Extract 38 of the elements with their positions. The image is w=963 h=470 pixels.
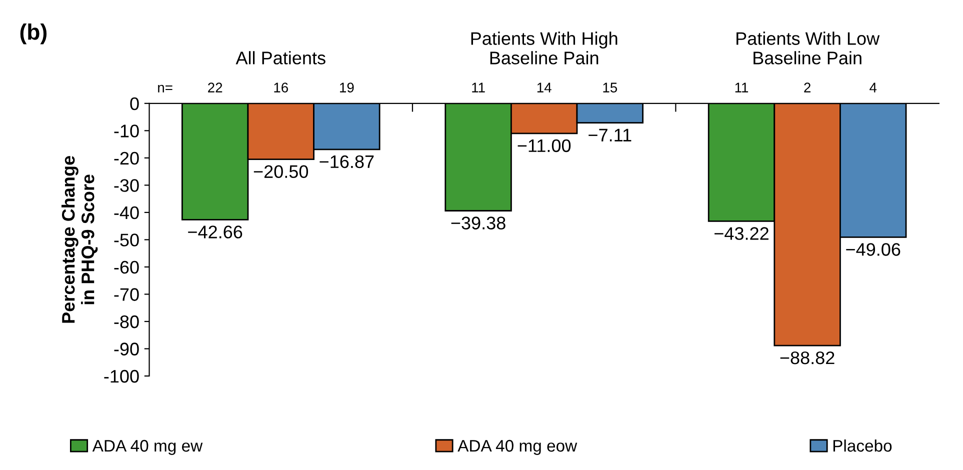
chart-title: (b)	[20, 24, 47, 44]
text: 16	[274, 82, 288, 92]
text: 2	[804, 82, 810, 92]
text: 22	[208, 82, 222, 92]
x-tick-label: All Patients	[236, 51, 326, 64]
text: 4	[870, 82, 877, 92]
y-tick-label: -60	[114, 260, 139, 274]
text: 11	[735, 82, 748, 92]
y-tick-label: -30	[114, 179, 139, 192]
text: 11	[472, 82, 485, 92]
text: n=	[158, 84, 172, 92]
y-tick-label: -50	[114, 234, 139, 246]
text: 19	[340, 82, 354, 92]
y-tick-label: -80	[114, 315, 139, 328]
y-axis-title: Percentage Change in PHQ-9 Score	[61, 156, 98, 323]
data-label: −11.00	[518, 139, 571, 152]
text: 15	[603, 82, 618, 92]
data-label: −49.06	[846, 243, 900, 256]
y-tick-label: 0	[130, 97, 139, 110]
y-tick-label: -70	[114, 288, 139, 301]
x-tick-label: Patients With High Baseline Pain	[471, 32, 618, 64]
y-tick-label: -40	[114, 206, 139, 220]
legend-label: ADA 40 mg eow	[458, 440, 578, 455]
data-label: −20.50	[254, 165, 308, 178]
y-tick-label: -10	[114, 124, 139, 138]
y-tick-label: -90	[114, 342, 139, 356]
data-label: −42.66	[188, 226, 242, 238]
y-tick-label: -20	[114, 152, 139, 165]
data-label: −16.87	[320, 155, 374, 168]
legend-label: ADA 40 mg ew	[92, 440, 203, 455]
legend-label: Placebo	[833, 439, 892, 452]
data-label: −39.38	[451, 216, 506, 230]
data-label: −88.82	[780, 351, 834, 364]
text: 14	[537, 82, 552, 92]
x-tick-label: Patients With Low Baseline Pain	[736, 32, 880, 64]
data-label: −7.11	[588, 128, 632, 142]
data-label: −43.22	[714, 227, 768, 240]
y-tick-label: -100	[104, 370, 139, 383]
